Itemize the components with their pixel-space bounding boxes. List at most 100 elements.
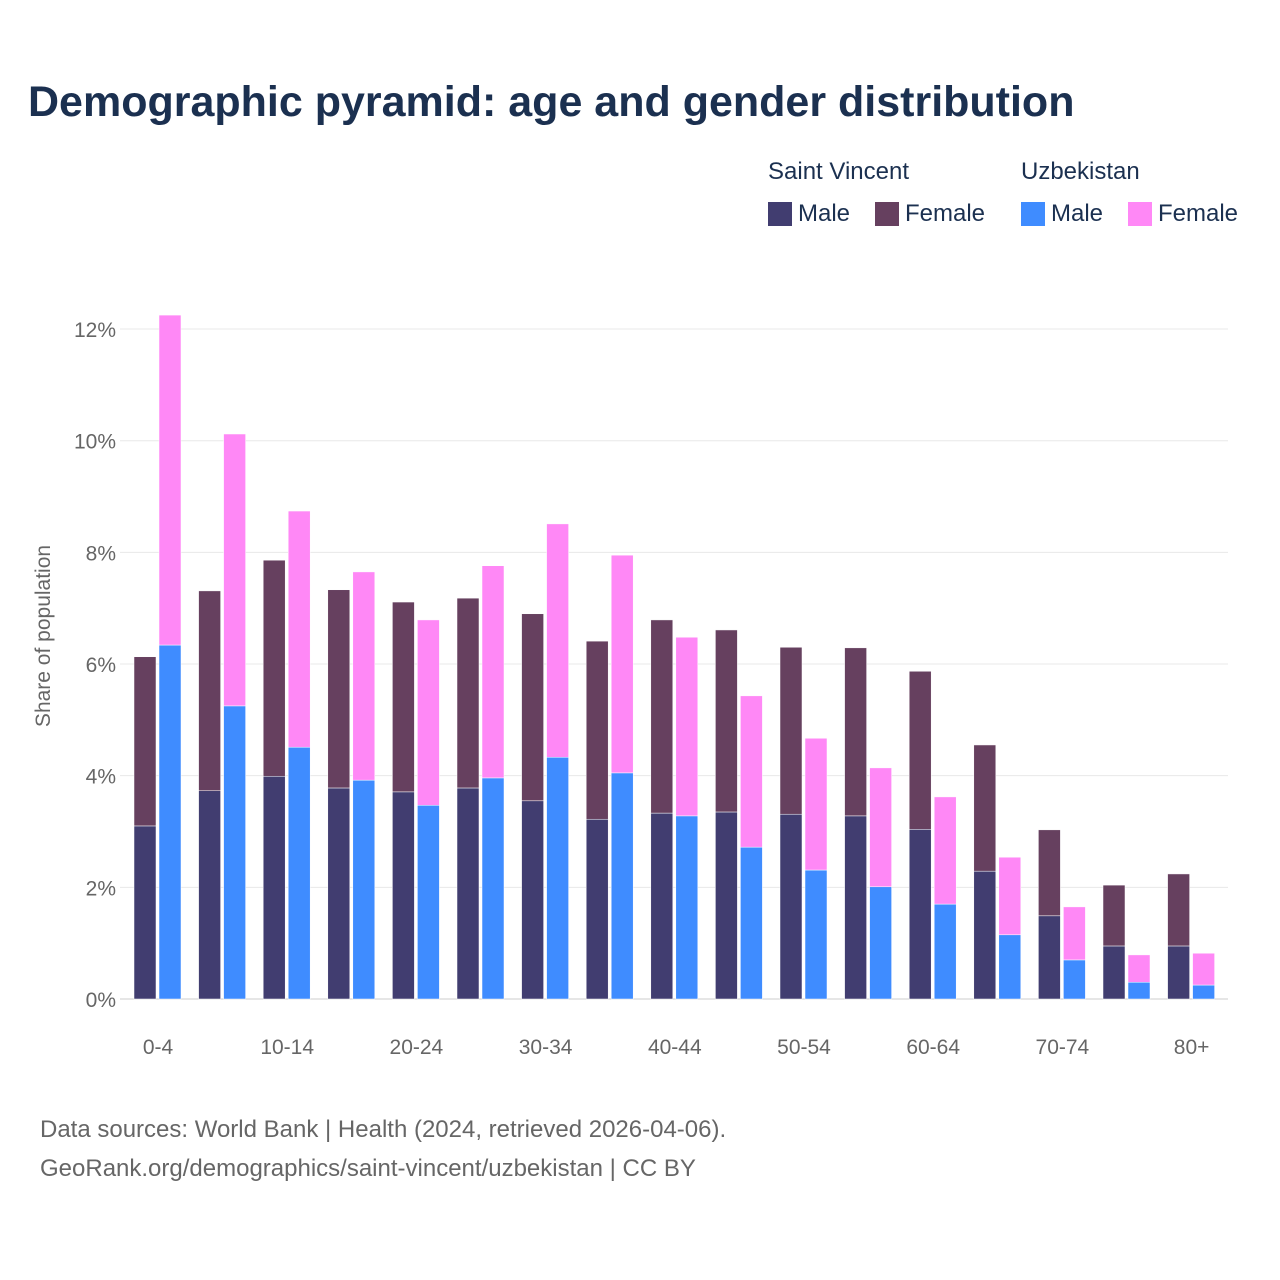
bar-uzbekistan-male	[417, 805, 440, 1000]
bar-saint-vincent-male	[392, 791, 415, 1000]
bar-uzbekistan-male	[158, 644, 182, 1000]
bar-uzbekistan-female	[610, 554, 634, 774]
bar-uzbekistan-female	[546, 523, 569, 758]
bar-saint-vincent-male	[262, 775, 286, 1000]
legend-label: Male	[1051, 200, 1104, 227]
bar-saint-vincent-male	[585, 818, 609, 1000]
bar-saint-vincent-male	[1038, 915, 1061, 1000]
bar-saint-vincent-male	[456, 787, 480, 1000]
legend-swatch	[1021, 202, 1045, 226]
legend-sv-female[interactable]: Female	[875, 200, 985, 228]
bar-uzbekistan-male	[223, 705, 246, 1000]
x-tick-label: 70-74	[1036, 1036, 1090, 1059]
bar-saint-vincent-female	[715, 629, 738, 813]
bar-uzbekistan-female	[675, 636, 699, 817]
x-tick-label: 80+	[1174, 1036, 1210, 1059]
bar-uzbekistan-male	[933, 903, 957, 1000]
bar-saint-vincent-male	[133, 825, 157, 1000]
bar-uzbekistan-female	[933, 796, 957, 905]
bar-saint-vincent-female	[650, 619, 674, 814]
bar-uzbekistan-female	[481, 565, 505, 779]
bar-uzbekistan-female	[158, 314, 182, 646]
bar-uzbekistan-male	[1192, 984, 1215, 1000]
x-tick-label: 30-34	[519, 1036, 573, 1059]
bar-saint-vincent-female	[1102, 884, 1126, 947]
y-tick-label: 10%	[74, 431, 116, 454]
bar-uzbekistan-female	[417, 619, 440, 806]
legend-swatch	[768, 202, 792, 226]
bar-uzbekistan-male	[610, 772, 634, 1000]
bar-saint-vincent-female	[327, 589, 351, 789]
x-tick-label: 50-54	[777, 1036, 831, 1059]
bar-saint-vincent-male	[1102, 945, 1126, 1000]
legend-uz-female[interactable]: Female	[1128, 200, 1238, 228]
bar-saint-vincent-male	[844, 815, 867, 1000]
legend-swatch	[1128, 202, 1152, 226]
bar-saint-vincent-male	[779, 813, 803, 1000]
bar-uzbekistan-male	[352, 779, 376, 1000]
legend-group-saint-vincent: Saint Vincent	[768, 158, 909, 185]
bar-saint-vincent-female	[973, 744, 997, 872]
x-tick-label: 20-24	[390, 1036, 444, 1059]
bar-saint-vincent-male	[1167, 945, 1190, 1000]
footer-link[interactable]: GeoRank.org/demographics/saint-vincent/u…	[40, 1155, 696, 1182]
bar-saint-vincent-male	[521, 800, 544, 1000]
bar-uzbekistan-male	[869, 886, 892, 1000]
bar-uzbekistan-male	[1127, 982, 1151, 1000]
bar-saint-vincent-female	[1038, 829, 1061, 917]
bar-uzbekistan-male	[1063, 959, 1086, 1000]
bar-saint-vincent-male	[715, 811, 738, 1000]
bar-saint-vincent-female	[456, 597, 480, 789]
y-tick-label: 6%	[86, 654, 116, 677]
bar-saint-vincent-female	[521, 613, 544, 802]
bar-uzbekistan-male	[546, 757, 569, 1000]
bar-saint-vincent-female	[198, 590, 221, 792]
bar-saint-vincent-female	[1167, 873, 1190, 947]
bar-uzbekistan-male	[675, 815, 699, 1000]
bar-saint-vincent-male	[973, 870, 997, 1000]
bar-saint-vincent-female	[779, 647, 803, 815]
bar-uzbekistan-male	[804, 869, 828, 1000]
bar-saint-vincent-male	[650, 812, 674, 1000]
bar-saint-vincent-male	[198, 790, 221, 1000]
bar-uzbekistan-female	[352, 571, 376, 781]
legend-sv-male[interactable]: Male	[768, 200, 850, 228]
legend-label: Female	[1158, 200, 1239, 227]
bar-saint-vincent-female	[844, 647, 867, 817]
bar-uzbekistan-male	[287, 746, 311, 1000]
footer-sources: Data sources: World Bank | Health (2024,…	[40, 1116, 727, 1143]
bar-uzbekistan-female	[1127, 954, 1151, 983]
bar-saint-vincent-female	[585, 640, 609, 820]
chart-title: Demographic pyramid: age and gender dist…	[28, 78, 1075, 126]
y-tick-label: 0%	[86, 989, 116, 1012]
legend-label: Female	[905, 200, 986, 227]
y-tick-label: 4%	[86, 766, 116, 789]
bar-uzbekistan-female	[287, 510, 311, 748]
legend-swatch	[875, 202, 899, 226]
bar-saint-vincent-female	[908, 671, 932, 830]
bar-uzbekistan-male	[481, 777, 505, 1000]
y-tick-label: 12%	[74, 319, 116, 342]
bar-uzbekistan-female	[223, 433, 246, 707]
legend-uz-male[interactable]: Male	[1021, 200, 1103, 228]
bar-saint-vincent-female	[262, 559, 286, 777]
bar-uzbekistan-female	[1063, 906, 1086, 961]
y-axis-label: Share of population	[32, 545, 55, 727]
bar-uzbekistan-female	[1192, 952, 1215, 986]
bar-uzbekistan-male	[998, 934, 1022, 1000]
legend-label: Male	[798, 200, 851, 227]
bar-saint-vincent-female	[392, 601, 415, 793]
x-tick-label: 0-4	[143, 1036, 174, 1059]
bar-uzbekistan-female	[804, 738, 828, 871]
bar-saint-vincent-male	[327, 787, 351, 1000]
bar-saint-vincent-male	[908, 829, 932, 1000]
bar-uzbekistan-female	[998, 856, 1022, 936]
bar-saint-vincent-female	[133, 656, 157, 827]
bar-uzbekistan-male	[740, 846, 763, 1000]
x-tick-label: 40-44	[648, 1036, 702, 1059]
bar-uzbekistan-female	[869, 767, 892, 888]
y-tick-label: 8%	[86, 542, 116, 565]
bar-uzbekistan-female	[740, 695, 763, 848]
